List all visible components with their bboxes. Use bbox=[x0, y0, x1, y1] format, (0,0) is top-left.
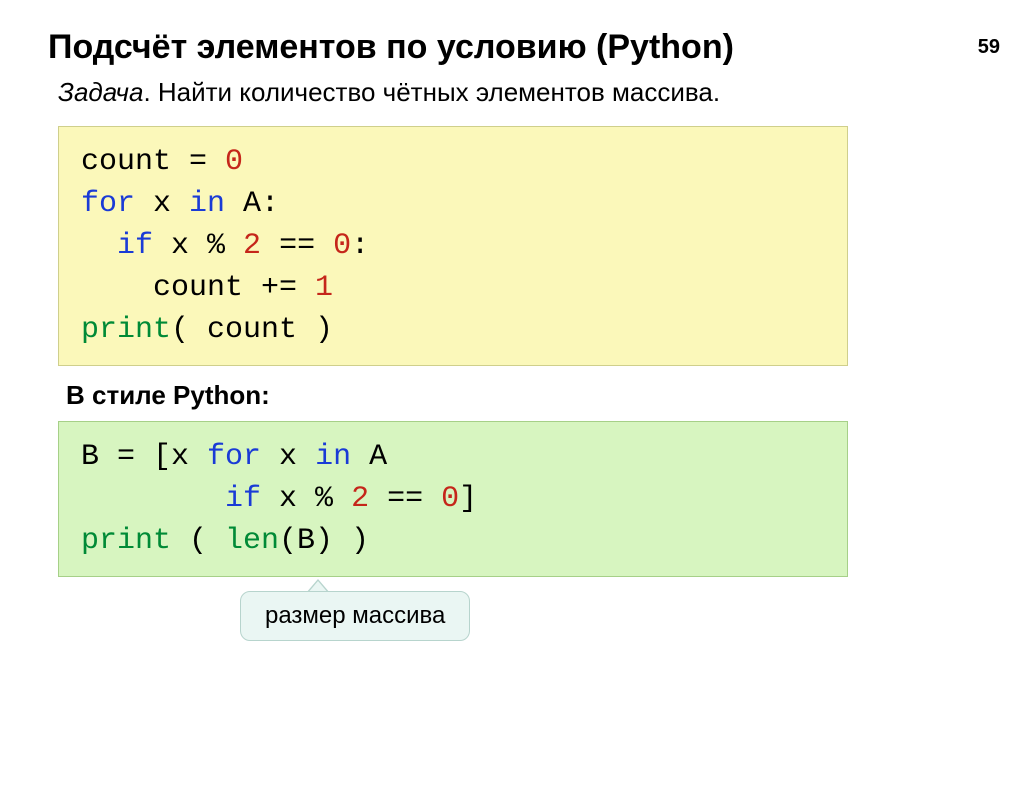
code-text: x % bbox=[261, 482, 351, 516]
code-text: (B) ) bbox=[279, 524, 369, 558]
code-keyword: if bbox=[117, 229, 153, 263]
code-text: x % bbox=[153, 229, 243, 263]
callout-label: размер массива bbox=[240, 591, 470, 641]
code-keyword: if bbox=[225, 482, 261, 516]
code-text: A bbox=[351, 440, 387, 474]
code-block-pythonic: B = [x for x in A if x % 2 == 0] print (… bbox=[58, 421, 848, 577]
code-text: == bbox=[369, 482, 441, 516]
code-text: x bbox=[135, 187, 189, 221]
code-text: B = [x bbox=[81, 440, 207, 474]
code-text: A: bbox=[225, 187, 279, 221]
code-text: count = bbox=[81, 145, 225, 179]
code-number: 1 bbox=[315, 271, 333, 305]
code-text: ( bbox=[171, 524, 225, 558]
code-number: 2 bbox=[351, 482, 369, 516]
section-label: В стиле Python: bbox=[66, 380, 1024, 411]
code-text: ] bbox=[459, 482, 477, 516]
code-text: count += bbox=[81, 271, 315, 305]
code-keyword: in bbox=[315, 440, 351, 474]
callout-container: размер массива bbox=[240, 591, 1024, 641]
code-text: ( count ) bbox=[171, 313, 333, 347]
task-label: Задача bbox=[58, 77, 143, 107]
code-number: 0 bbox=[225, 145, 243, 179]
code-number: 0 bbox=[441, 482, 459, 516]
page-title: Подсчёт элементов по условию (Python) bbox=[48, 28, 1024, 67]
code-func: print bbox=[81, 313, 171, 347]
code-block-classic: count = 0 for x in A: if x % 2 == 0: cou… bbox=[58, 126, 848, 366]
code-func: len bbox=[225, 524, 279, 558]
code-text: : bbox=[351, 229, 369, 263]
code-text bbox=[81, 229, 117, 263]
code-text bbox=[81, 482, 225, 516]
code-text: x bbox=[261, 440, 315, 474]
page-number: 59 bbox=[978, 36, 1000, 59]
code-keyword: for bbox=[81, 187, 135, 221]
code-func: print bbox=[81, 524, 171, 558]
code-number: 0 bbox=[333, 229, 351, 263]
task-text: . Найти количество чётных элементов масс… bbox=[143, 77, 720, 107]
code-keyword: in bbox=[189, 187, 225, 221]
code-keyword: for bbox=[207, 440, 261, 474]
code-text: == bbox=[261, 229, 333, 263]
code-number: 2 bbox=[243, 229, 261, 263]
task-subtitle: Задача. Найти количество чётных элементо… bbox=[58, 77, 1024, 108]
